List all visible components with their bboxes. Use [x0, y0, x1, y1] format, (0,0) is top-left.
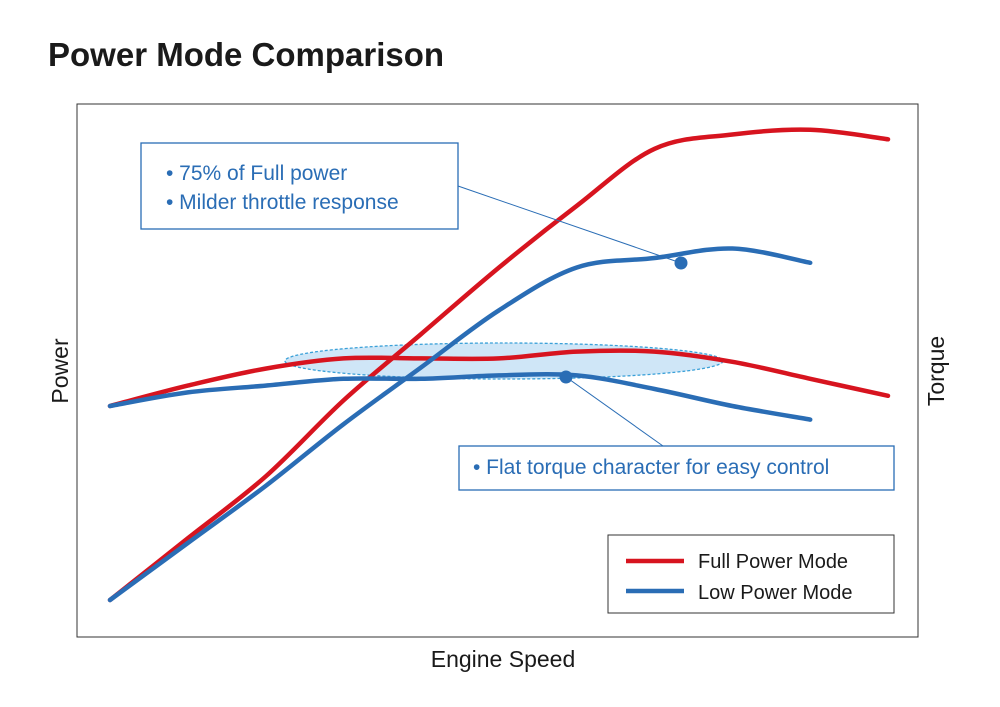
legend: Full Power Mode Low Power Mode [607, 534, 895, 614]
annotation-power-leader [457, 185, 682, 264]
full-power-mode-torque-line [107, 348, 891, 409]
annotation-power-line-1: • 75% of Full power [166, 162, 347, 185]
annotation-torque-line-1: • Flat torque character for easy control [473, 456, 829, 479]
full-power-mode-power-line [107, 127, 891, 603]
series-layer [107, 127, 891, 603]
chart-title: Power Mode Comparison [48, 36, 445, 73]
annotation-power-line-2: • Milder throttle response [166, 191, 399, 214]
legend-label-low: Low Power Mode [698, 582, 853, 604]
low-power-mode-torque-line [107, 371, 813, 422]
y-axis-label-right: Torque [923, 336, 949, 406]
annotation-power: • 75% of Full power • Milder throttle re… [140, 142, 688, 270]
annotation-torque-leader [565, 376, 664, 447]
annotation-torque: • Flat torque character for easy control [458, 370, 895, 491]
legend-box [607, 534, 895, 614]
legend-label-full: Full Power Mode [698, 551, 848, 573]
x-axis-label: Engine Speed [431, 646, 576, 672]
plot-frame [76, 103, 919, 638]
annotation-power-box [140, 142, 459, 230]
annotation-power-marker [674, 256, 688, 270]
y-axis-label-left: Power [47, 338, 73, 404]
annotation-torque-box [458, 445, 895, 491]
low-power-mode-power-line [107, 246, 813, 603]
annotation-torque-marker [559, 370, 573, 384]
